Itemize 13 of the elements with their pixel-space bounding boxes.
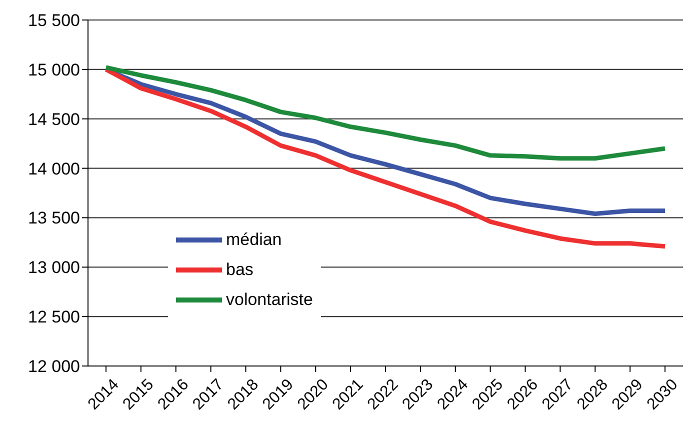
y-tick-label: 14 000 [28,159,80,178]
y-tick-label: 12 500 [28,308,80,327]
legend-label: volontariste [226,290,313,310]
y-tick-label: 15 500 [28,11,80,30]
y-tick-label: 14 500 [28,110,80,129]
y-tick-label: 15 000 [28,60,80,80]
line-series [104,67,668,249]
y-tick-label: 12 000 [28,357,80,376]
legend-label: médian [226,230,282,250]
y-tick-label: 13 000 [28,258,80,278]
y-tick-label: 13 500 [28,208,80,228]
line-series [104,65,668,161]
legend-label: bas [226,260,254,280]
